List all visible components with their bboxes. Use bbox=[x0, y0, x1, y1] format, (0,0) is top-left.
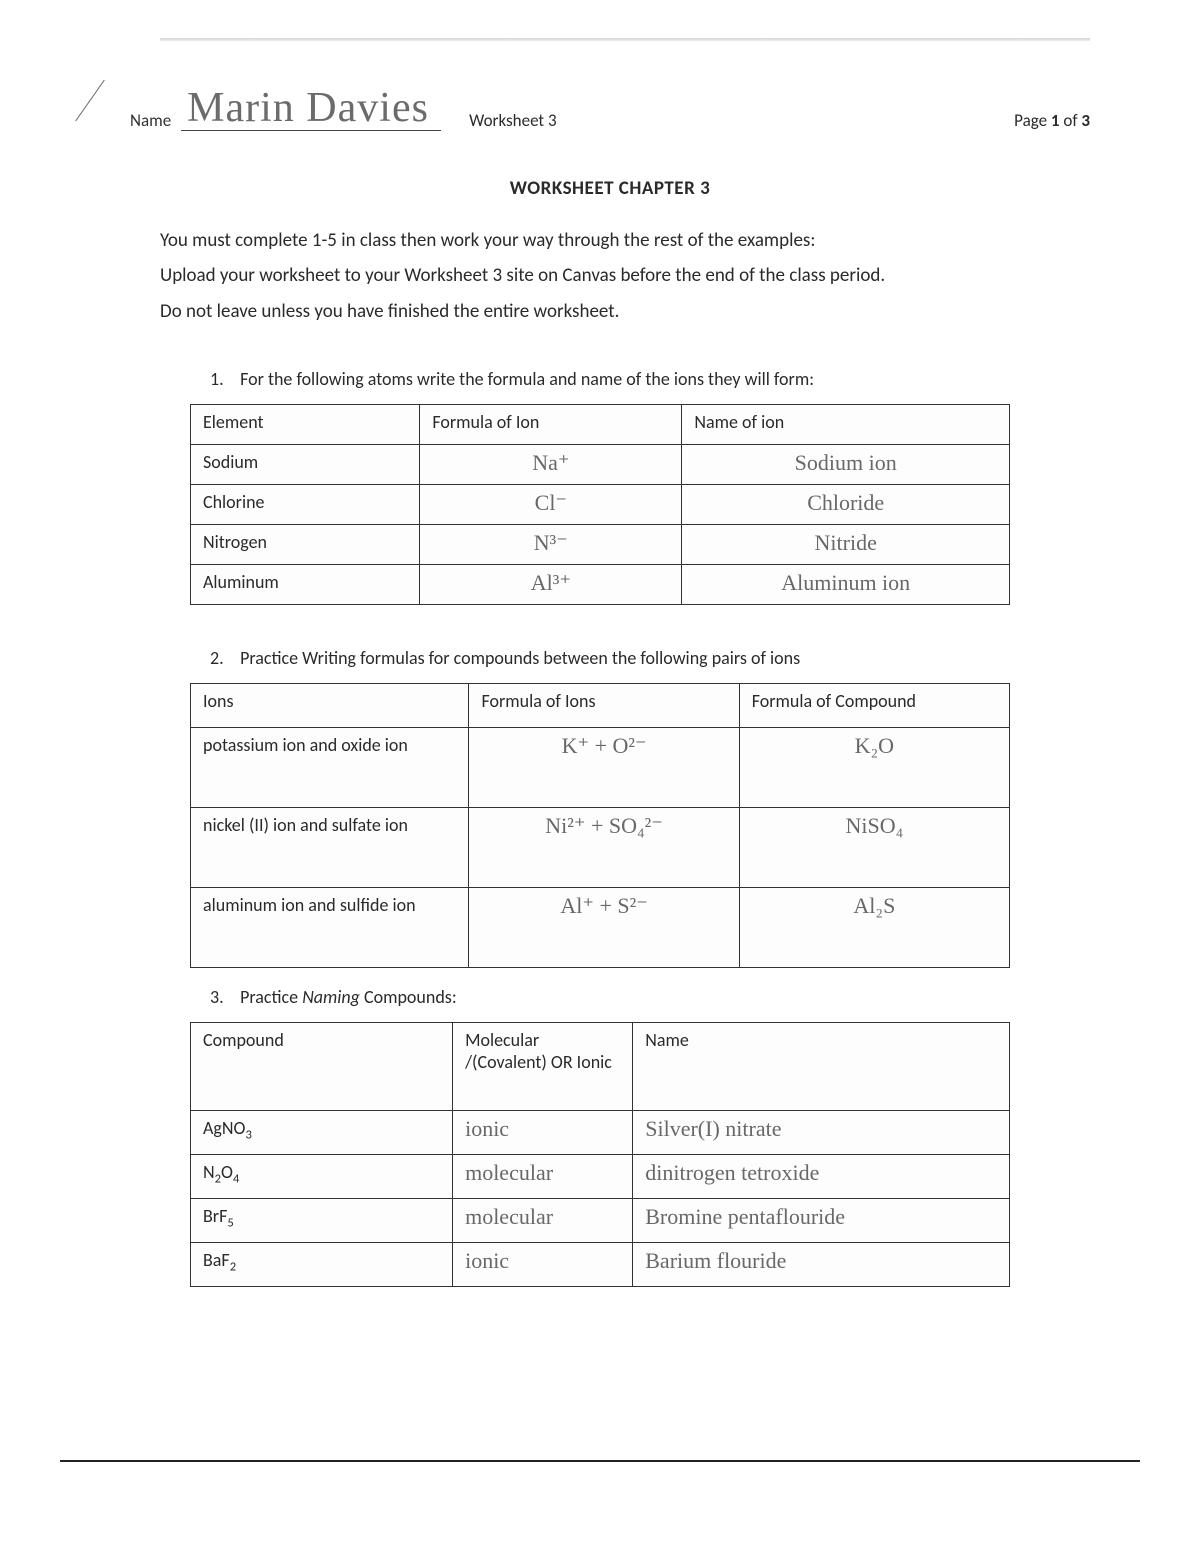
student-name: Marin Davies bbox=[187, 85, 429, 131]
q3-number: 3. bbox=[210, 986, 236, 1008]
element-cell: Aluminum bbox=[191, 565, 420, 605]
type-cell: molecular bbox=[453, 1199, 633, 1243]
name-cell: Bromine pentaflouride bbox=[633, 1199, 1010, 1243]
ionname-cell: Nitride bbox=[682, 525, 1010, 565]
scan-shadow bbox=[160, 38, 1090, 41]
col-element: Element bbox=[191, 405, 420, 445]
ions-cell: aluminum ion and sulfide ion bbox=[191, 888, 469, 968]
col-name: Name of ion bbox=[682, 405, 1010, 445]
q2-text: Practice Writing formulas for compounds … bbox=[240, 647, 800, 669]
table-row: aluminum ion and sulfide ion Al⁺ + S²⁻ A… bbox=[191, 888, 1010, 968]
formula-ions-cell: Ni²⁺ + SO₄²⁻ bbox=[469, 808, 739, 888]
worksheet-page: Name Marin Davies Worksheet 3 Page 1 of … bbox=[0, 0, 1200, 1553]
header-row: Name Marin Davies Worksheet 3 Page 1 of … bbox=[130, 90, 1090, 131]
table-header-row: Compound Molecular /(Covalent) OR Ionic … bbox=[191, 1023, 1010, 1111]
table-row: N2O4 molecular dinitrogen tetroxide bbox=[191, 1155, 1010, 1199]
compound-formula: BaF2 bbox=[203, 1249, 236, 1271]
table-row: AgNO3 ionic Silver(I) nitrate bbox=[191, 1111, 1010, 1155]
worksheet-label: Worksheet 3 bbox=[469, 110, 556, 131]
page-total: 3 bbox=[1081, 110, 1090, 131]
q1-number: 1. bbox=[210, 368, 236, 390]
formula-cell: N³⁻ bbox=[420, 525, 682, 565]
q3-suffix: Compounds: bbox=[360, 986, 457, 1008]
table-header-row: Ions Formula of Ions Formula of Compound bbox=[191, 684, 1010, 728]
compound-cell: K₂O bbox=[739, 728, 1009, 808]
col-type: Molecular /(Covalent) OR Ionic bbox=[453, 1023, 633, 1111]
compound-formula: AgNO3 bbox=[203, 1117, 252, 1139]
formula-ions-cell: Al⁺ + S²⁻ bbox=[469, 888, 739, 968]
page-prefix: Page bbox=[1014, 110, 1051, 131]
type-cell: molecular bbox=[453, 1155, 633, 1199]
compound-cell: AgNO3 bbox=[191, 1111, 453, 1155]
ionname-cell: Sodium ion bbox=[682, 445, 1010, 485]
table-row: Sodium Na⁺ Sodium ion bbox=[191, 445, 1010, 485]
formula-cell: Al³⁺ bbox=[420, 565, 682, 605]
corner-mark bbox=[70, 80, 110, 120]
ions-cell: potassium ion and oxide ion bbox=[191, 728, 469, 808]
question-2-prompt: 2. Practice Writing formulas for compoun… bbox=[210, 647, 1090, 669]
col-name: Name bbox=[633, 1023, 1010, 1111]
question-3-prompt: 3. Practice Naming Compounds: bbox=[210, 986, 1090, 1008]
page-current: 1 bbox=[1051, 110, 1060, 131]
q3-em: Naming bbox=[302, 986, 360, 1008]
table-row: Chlorine Cl⁻ Chloride bbox=[191, 485, 1010, 525]
col-compound: Compound bbox=[191, 1023, 453, 1111]
element-cell: Sodium bbox=[191, 445, 420, 485]
q3-prefix: Practice bbox=[240, 986, 302, 1008]
table-row: nickel (II) ion and sulfate ion Ni²⁺ + S… bbox=[191, 808, 1010, 888]
compound-cell: Al₂S bbox=[739, 888, 1009, 968]
instruction-line: Upload your worksheet to your Worksheet … bbox=[160, 261, 1090, 290]
name-cell: dinitrogen tetroxide bbox=[633, 1155, 1010, 1199]
page-footer-line bbox=[60, 1460, 1140, 1462]
table-row: Aluminum Al³⁺ Aluminum ion bbox=[191, 565, 1010, 605]
table-row: potassium ion and oxide ion K⁺ + O²⁻ K₂O bbox=[191, 728, 1010, 808]
q1-table: Element Formula of Ion Name of ion Sodiu… bbox=[190, 404, 1010, 605]
compound-formula: BrF5 bbox=[203, 1205, 234, 1227]
table-header-row: Element Formula of Ion Name of ion bbox=[191, 405, 1010, 445]
ionname-cell: Chloride bbox=[682, 485, 1010, 525]
q2-number: 2. bbox=[210, 647, 236, 669]
compound-cell: BaF2 bbox=[191, 1243, 453, 1287]
col-formula-ions: Formula of Ions bbox=[469, 684, 739, 728]
worksheet-title: WORKSHEET CHAPTER 3 bbox=[130, 177, 1090, 200]
compound-cell: NiSO₄ bbox=[739, 808, 1009, 888]
table-row: BrF5 molecular Bromine pentaflouride bbox=[191, 1199, 1010, 1243]
name-label: Name bbox=[130, 110, 171, 131]
page-indicator: Page 1 of 3 bbox=[1014, 110, 1090, 131]
name-cell: Barium flouride bbox=[633, 1243, 1010, 1287]
element-cell: Nitrogen bbox=[191, 525, 420, 565]
type-cell: ionic bbox=[453, 1243, 633, 1287]
type-cell: ionic bbox=[453, 1111, 633, 1155]
name-field: Marin Davies bbox=[181, 90, 441, 131]
col-formula: Formula of Ion bbox=[420, 405, 682, 445]
q1-text: For the following atoms write the formul… bbox=[240, 368, 814, 390]
ions-cell: nickel (II) ion and sulfate ion bbox=[191, 808, 469, 888]
formula-ions-cell: K⁺ + O²⁻ bbox=[469, 728, 739, 808]
page-of: of bbox=[1060, 110, 1082, 131]
question-1-prompt: 1. For the following atoms write the for… bbox=[210, 368, 1090, 390]
compound-formula: N2O4 bbox=[203, 1161, 239, 1183]
formula-cell: Cl⁻ bbox=[420, 485, 682, 525]
table-row: BaF2 ionic Barium flouride bbox=[191, 1243, 1010, 1287]
element-cell: Chlorine bbox=[191, 485, 420, 525]
col-ions: Ions bbox=[191, 684, 469, 728]
instruction-line: You must complete 1-5 in class then work… bbox=[160, 226, 1090, 255]
table-row: Nitrogen N³⁻ Nitride bbox=[191, 525, 1010, 565]
col-compound: Formula of Compound bbox=[739, 684, 1009, 728]
instruction-line: Do not leave unless you have finished th… bbox=[160, 297, 1090, 326]
compound-cell: BrF5 bbox=[191, 1199, 453, 1243]
compound-cell: N2O4 bbox=[191, 1155, 453, 1199]
q2-table: Ions Formula of Ions Formula of Compound… bbox=[190, 683, 1010, 968]
name-cell: Silver(I) nitrate bbox=[633, 1111, 1010, 1155]
q3-table: Compound Molecular /(Covalent) OR Ionic … bbox=[190, 1022, 1010, 1287]
formula-cell: Na⁺ bbox=[420, 445, 682, 485]
ionname-cell: Aluminum ion bbox=[682, 565, 1010, 605]
